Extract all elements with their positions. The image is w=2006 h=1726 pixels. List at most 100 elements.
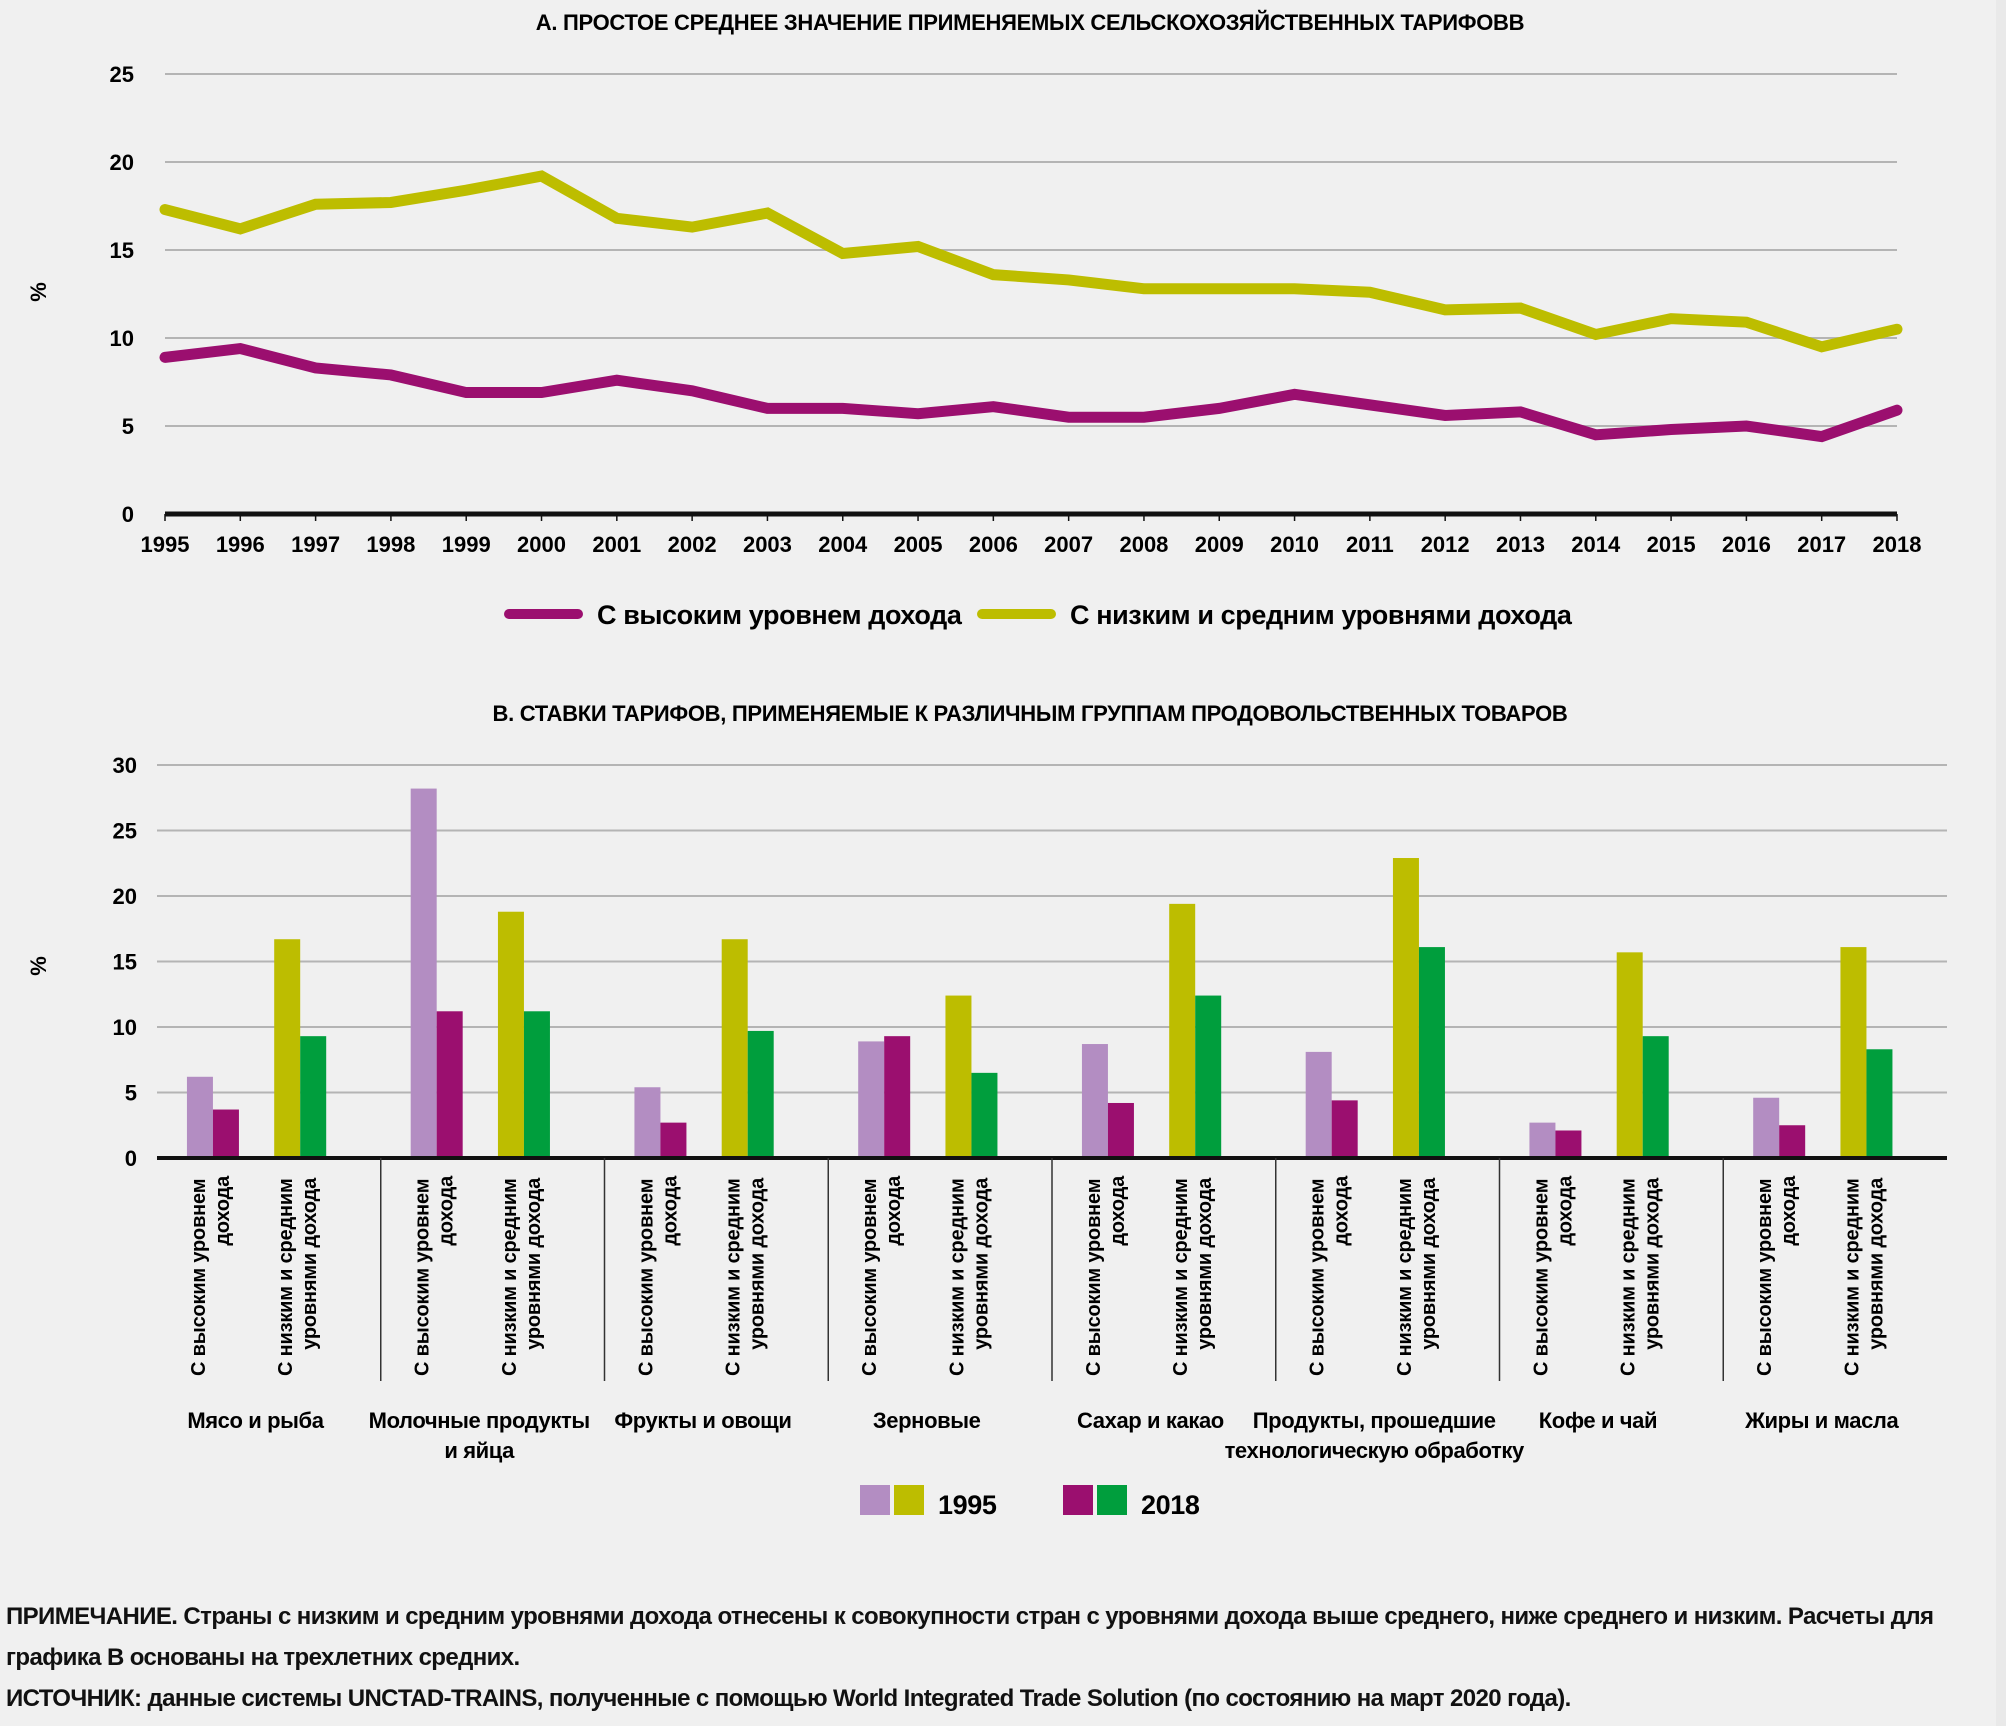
subgroup-label: С высоким уровнем дохода — [635, 1175, 681, 1376]
y-tick-label: 0 — [125, 1146, 137, 1171]
chart-a-series-lines — [159, 170, 1903, 443]
subgroup-label: С низким и средним уровнями дохода — [1394, 1177, 1440, 1376]
x-tick-label: 1995 — [141, 532, 190, 557]
bar — [971, 1072, 998, 1158]
y-tick-label: 30 — [113, 753, 137, 778]
subgroup-label-line: С низким и средним — [1841, 1178, 1863, 1376]
chart-b-bars — [186, 788, 1893, 1158]
chart-a-y-ticks: 0 5 10 15 20 25 — [110, 62, 134, 527]
x-tick-label: 2002 — [668, 532, 717, 557]
bar — [747, 1030, 774, 1158]
bar — [1392, 858, 1419, 1158]
bar — [1616, 952, 1643, 1158]
subgroup-label-line: дохода — [1554, 1175, 1576, 1246]
x-tick-label: 1997 — [291, 532, 340, 557]
y-tick-label: 25 — [113, 819, 137, 844]
bar — [945, 995, 972, 1158]
subgroup-label-line: С низким и средним — [946, 1178, 968, 1376]
x-tick-label: 2005 — [894, 532, 943, 557]
bar — [660, 1122, 687, 1158]
bar — [1169, 903, 1196, 1158]
category-label: Кофе и чай — [1539, 1408, 1657, 1433]
category-label: Сахар и какао — [1077, 1408, 1224, 1433]
subgroup-label: С высоким уровнем дохода — [1307, 1175, 1353, 1376]
x-tick-label: 1998 — [366, 532, 415, 557]
subgroup-label: С низким и средним уровнями дохода — [499, 1177, 545, 1376]
chart-a-legend: С высоким уровнем дохода С низким и сред… — [504, 600, 1573, 630]
subgroup-label: С низким и средним уровнями дохода — [723, 1177, 769, 1376]
subgroup-label-line: С низким и средним — [499, 1178, 521, 1376]
subgroup-label: С низким и средним уровнями дохода — [1170, 1177, 1216, 1376]
bar — [300, 1036, 327, 1158]
legend-label-1995: 1995 — [938, 1490, 997, 1520]
y-tick-label: 10 — [110, 326, 134, 351]
subgroup-label: С высоким уровнем дохода — [412, 1175, 458, 1376]
subgroup-label: С высоким уровнем дохода — [1754, 1175, 1800, 1376]
subgroup-label: С низким и средним уровнями дохода — [275, 1177, 321, 1376]
legend-label-low-middle-income: С низким и средним уровнями дохода — [1070, 600, 1573, 630]
legend-swatch-2018 — [1097, 1485, 1127, 1515]
x-tick-label: 2011 — [1346, 532, 1394, 557]
page-edge-strip — [1996, 0, 2006, 1726]
x-tick-label: 2017 — [1797, 532, 1846, 557]
note-line-1: ПРИМЕЧАНИЕ. Страны с низким и средним ур… — [6, 1603, 1934, 1630]
x-tick-label: 2003 — [743, 532, 792, 557]
category-label: Жиры и масла — [1744, 1408, 1899, 1433]
bar — [186, 1076, 213, 1158]
subgroup-label: С высоким уровнем дохода — [188, 1175, 234, 1376]
chart-a-title: А. ПРОСТОЕ СРЕДНЕЕ ЗНАЧЕНИЕ ПРИМЕНЯЕМЫХ … — [536, 10, 1524, 35]
chart-b-legend: 1995 2018 — [860, 1485, 1200, 1520]
subgroup-label-line: дохода — [659, 1175, 681, 1246]
subgroup-label-line: С высоким уровнем — [635, 1179, 657, 1376]
subgroup-label-line: дохода — [883, 1175, 905, 1246]
bar-chart-b: B. СТАВКИ ТАРИФОВ, ПРИМЕНЯЕМЫЕ К РАЗЛИЧН… — [26, 701, 1947, 1520]
subgroup-label-line: С низким и средним — [1170, 1178, 1192, 1376]
legend-label-2018: 2018 — [1141, 1490, 1200, 1520]
subgroup-label-line: С высоким уровнем — [859, 1179, 881, 1376]
x-tick-label: 2004 — [818, 532, 868, 557]
bar — [410, 788, 437, 1158]
bar — [274, 939, 301, 1158]
x-tick-label: 2013 — [1496, 532, 1545, 557]
bar — [1418, 947, 1445, 1158]
y-tick-label: 0 — [122, 502, 134, 527]
bar — [1195, 995, 1222, 1158]
subgroup-label: С высоким уровнем дохода — [1083, 1175, 1129, 1376]
subgroup-label-line: уровнями дохода — [523, 1177, 545, 1350]
chart-a-x-ticks: 1995 1996 1997 1998 1999 2000 2001 2002 2003 2004… — [141, 514, 1921, 557]
legend-label-high-income: С высоким уровнем дохода — [597, 600, 963, 630]
subgroup-label-line: С низким и средним — [1394, 1178, 1416, 1376]
series-line-high-income — [159, 342, 1903, 443]
subgroup-label-line: уровнями дохода — [299, 1177, 321, 1350]
subgroup-label: С высоким уровнем дохода — [859, 1175, 905, 1376]
bar — [436, 1011, 463, 1158]
subgroup-label-line: уровнями дохода — [1194, 1177, 1216, 1350]
bar — [1331, 1100, 1358, 1158]
x-tick-label: 2001 — [592, 532, 641, 557]
x-tick-label: 1999 — [442, 532, 491, 557]
subgroup-label: С низким и средним уровнями дохода — [1618, 1177, 1664, 1376]
y-tick-label: 15 — [110, 238, 134, 263]
figure-notes: ПРИМЕЧАНИЕ. Страны с низким и средним ур… — [6, 1596, 2001, 1719]
subgroup-label: С низким и средним уровнями дохода — [1841, 1177, 1887, 1376]
subgroup-label-line: С низким и средним — [1618, 1178, 1640, 1376]
bar — [1866, 1049, 1893, 1158]
subgroup-label: С низким и средним уровнями дохода — [946, 1177, 992, 1376]
x-tick-label: 2008 — [1119, 532, 1168, 557]
subgroup-label-line: С высоким уровнем — [412, 1179, 434, 1376]
category-label: технологическую обработку — [1225, 1438, 1525, 1463]
x-tick-label: 2009 — [1195, 532, 1244, 557]
subgroup-label: С высоким уровнем дохода — [1530, 1175, 1576, 1376]
bar — [1081, 1044, 1108, 1158]
bar — [1642, 1036, 1669, 1158]
subgroup-label-line: уровнями дохода — [1642, 1177, 1664, 1350]
category-label: Зерновые — [873, 1408, 981, 1433]
subgroup-label-line: С низким и средним — [275, 1178, 297, 1376]
legend-swatch-2018 — [1063, 1485, 1093, 1515]
chart-b-category-labels: Мясо и рыба Молочные продукты и яйца Фрукты… — [187, 1408, 1900, 1463]
y-tick-label: 25 — [110, 62, 134, 87]
subgroup-label-line: уровнями дохода — [1418, 1177, 1440, 1350]
y-tick-label: 20 — [113, 884, 137, 909]
chart-a-gridlines — [165, 73, 1897, 427]
